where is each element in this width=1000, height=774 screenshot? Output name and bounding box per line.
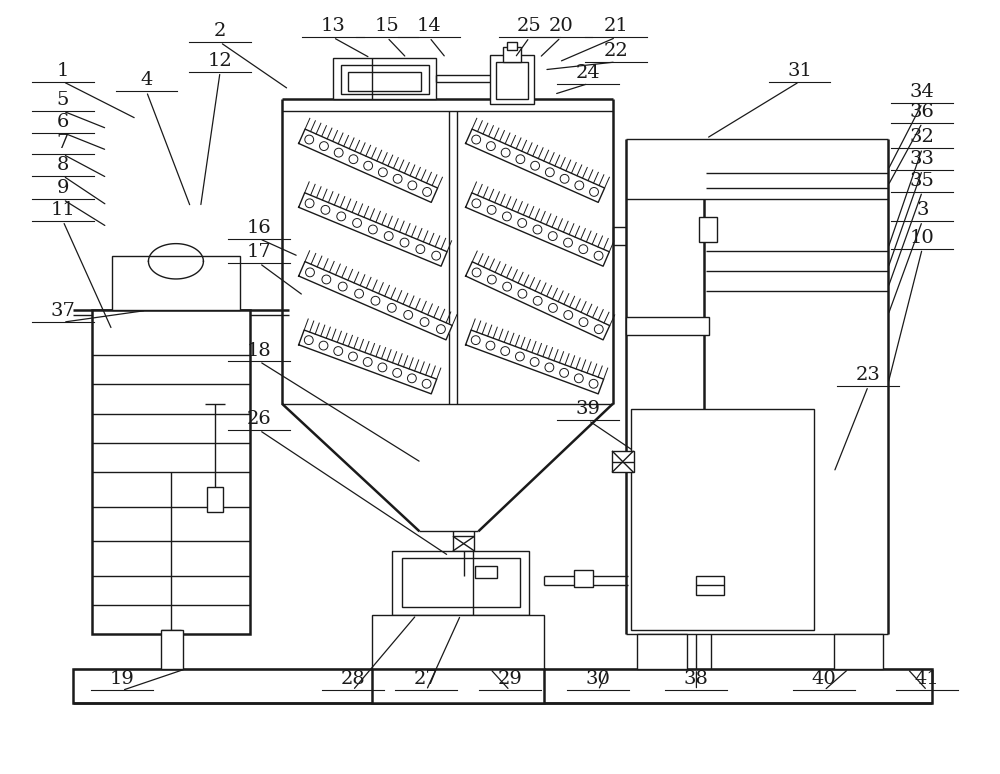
Text: 41: 41 (915, 670, 940, 689)
Text: 36: 36 (910, 103, 935, 121)
Bar (341, 65, 429, 94)
Polygon shape (466, 262, 610, 340)
Text: 21: 21 (604, 18, 628, 36)
Text: 9: 9 (57, 180, 69, 197)
Bar (574, 570, 593, 587)
Text: 1: 1 (57, 62, 69, 80)
Text: 20: 20 (549, 18, 573, 36)
Text: 35: 35 (910, 172, 935, 190)
Text: 25: 25 (517, 18, 542, 36)
Bar (73, 669, 932, 704)
Text: 18: 18 (247, 341, 272, 359)
Text: 33: 33 (910, 150, 935, 168)
Text: 10: 10 (910, 228, 935, 247)
Bar (490, 55, 534, 104)
Polygon shape (299, 129, 438, 202)
Text: 38: 38 (684, 670, 709, 689)
Text: 6: 6 (57, 113, 69, 131)
Text: 27: 27 (414, 670, 439, 689)
Bar (496, 62, 528, 99)
Polygon shape (466, 193, 609, 266)
Text: 11: 11 (51, 201, 75, 219)
Text: 15: 15 (375, 18, 399, 36)
Text: 29: 29 (497, 670, 522, 689)
Text: 40: 40 (812, 670, 836, 689)
Bar (284, 404, 611, 529)
Bar (612, 450, 634, 472)
Text: 2: 2 (214, 22, 226, 40)
Text: 24: 24 (576, 63, 601, 81)
Bar (392, 551, 529, 615)
Text: 7: 7 (57, 134, 69, 152)
Polygon shape (466, 330, 604, 394)
Text: 5: 5 (57, 91, 69, 109)
Text: 12: 12 (208, 52, 232, 70)
Bar (161, 629, 183, 669)
Bar (92, 310, 250, 635)
Text: 4: 4 (140, 71, 153, 90)
Bar (207, 487, 223, 512)
Bar (475, 566, 497, 577)
Bar (372, 669, 544, 704)
Bar (372, 615, 544, 669)
Text: 16: 16 (247, 219, 272, 237)
Text: 22: 22 (604, 42, 628, 60)
Bar (503, 47, 521, 62)
Bar (283, 101, 612, 402)
Text: 26: 26 (247, 410, 272, 428)
Text: 34: 34 (910, 84, 935, 101)
Bar (699, 217, 717, 241)
Bar (507, 43, 517, 50)
Text: 31: 31 (787, 62, 812, 80)
Bar (348, 72, 421, 91)
Text: 17: 17 (247, 243, 272, 262)
Bar (112, 256, 240, 310)
Text: 30: 30 (586, 670, 611, 689)
Text: 28: 28 (340, 670, 365, 689)
Polygon shape (466, 129, 605, 202)
Text: 3: 3 (916, 201, 929, 219)
Polygon shape (299, 193, 447, 266)
Bar (402, 558, 520, 607)
Bar (834, 635, 883, 669)
Text: 32: 32 (910, 128, 935, 146)
Text: 14: 14 (417, 18, 442, 36)
Polygon shape (299, 262, 452, 340)
Bar (626, 317, 709, 335)
Text: 19: 19 (109, 670, 134, 689)
Bar (696, 576, 724, 595)
Text: 37: 37 (51, 302, 75, 320)
Text: 23: 23 (856, 366, 881, 384)
Text: 13: 13 (321, 18, 345, 36)
Bar (637, 635, 687, 669)
Polygon shape (299, 330, 437, 394)
Text: 8: 8 (57, 156, 69, 174)
Bar (333, 58, 436, 99)
Bar (628, 141, 886, 632)
Text: 39: 39 (576, 400, 601, 419)
Bar (631, 409, 814, 629)
